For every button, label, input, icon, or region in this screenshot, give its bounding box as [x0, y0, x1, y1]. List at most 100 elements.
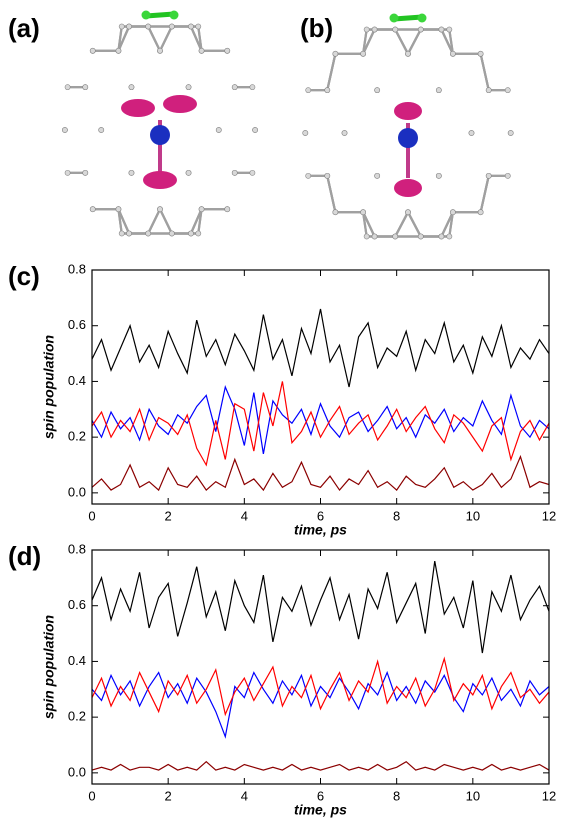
cage-atom: [485, 87, 492, 94]
cage-atom: [485, 172, 492, 179]
cage-atom: [231, 84, 238, 91]
cage-atom: [477, 209, 484, 216]
y-tick-label: 0.4: [68, 653, 86, 668]
cage-atom: [195, 230, 202, 237]
cage-atom: [374, 87, 381, 94]
cage-bond: [159, 26, 173, 52]
data-line: [91, 670, 550, 739]
cage-atom: [435, 87, 442, 94]
cage-bond: [362, 211, 376, 237]
x-tick-label: 4: [241, 508, 248, 523]
cage-atom: [168, 23, 175, 30]
cage-bond: [147, 26, 161, 52]
cage-atom: [145, 230, 152, 237]
x-tick-label: 4: [241, 788, 248, 803]
cage-atom: [435, 172, 442, 179]
cage-atom: [198, 206, 205, 213]
green-atom: [417, 13, 427, 23]
cage-atom: [168, 230, 175, 237]
cage-bond: [362, 212, 368, 237]
cage-atom: [324, 87, 331, 94]
cage-bond: [479, 175, 490, 213]
green-atom: [389, 13, 399, 23]
x-tick-label: 2: [165, 508, 172, 523]
data-line: [91, 656, 550, 717]
cage-bond: [394, 29, 409, 55]
data-line: [91, 454, 550, 492]
cage-bond: [159, 208, 173, 234]
cage-atom: [360, 50, 367, 57]
fullerene-cage: [61, 10, 259, 237]
cage-bond: [117, 208, 131, 234]
cage-bond: [117, 26, 131, 52]
y-tick-label: 0.2: [68, 429, 86, 444]
spin-density: [394, 102, 422, 120]
x-axis-label: time, ps: [294, 802, 347, 818]
cage-atom: [302, 130, 309, 136]
cage-atom: [363, 26, 370, 33]
cage-bond: [197, 209, 203, 234]
cage-bond: [407, 211, 422, 237]
cage-atom: [249, 84, 256, 91]
cage-atom: [477, 50, 484, 57]
cage-atom: [341, 130, 348, 136]
y-tick-label: 0.0: [68, 764, 86, 779]
cage-atom: [324, 172, 331, 179]
cage-bond: [448, 29, 454, 54]
cage-atom: [61, 127, 68, 133]
cage-atom: [249, 169, 256, 176]
x-tick-label: 0: [88, 788, 95, 803]
cage-atom: [504, 172, 511, 179]
cage-atom: [449, 209, 456, 216]
spin-density: [143, 171, 177, 189]
cage-bond: [117, 209, 123, 234]
y-tick-label: 0.6: [68, 317, 86, 332]
cage-atom: [128, 84, 135, 91]
cage-atom: [231, 169, 238, 176]
data-line: [91, 385, 550, 454]
cage-atom: [392, 26, 399, 33]
cage-atom: [145, 23, 152, 30]
cage-atom: [449, 50, 456, 57]
cage-atom: [64, 84, 71, 91]
metal-atom: [150, 125, 170, 145]
cage-bond: [362, 29, 376, 55]
cage-bond: [407, 29, 422, 55]
cage-atom: [417, 26, 424, 33]
cage-atom: [82, 169, 89, 176]
data-line: [91, 381, 550, 467]
cage-bond: [440, 211, 454, 237]
y-axis-label: spin population: [41, 615, 57, 719]
cage-bond: [326, 53, 337, 91]
y-tick-label: 0.8: [68, 261, 86, 276]
cage-bond: [189, 208, 203, 234]
cage-atom: [332, 209, 339, 216]
cage-atom: [188, 23, 194, 30]
plot-frame: [91, 549, 550, 785]
cage-bond: [479, 53, 490, 91]
data-line: [91, 760, 550, 771]
cage-atom: [468, 130, 475, 136]
cage-bond: [362, 29, 368, 54]
cage-atom: [89, 206, 96, 213]
molecule-images: [61, 10, 514, 240]
spin-density: [394, 179, 422, 197]
data-line: [91, 561, 550, 654]
cage-atom: [371, 233, 378, 240]
x-tick-label: 10: [466, 508, 480, 523]
x-tick-label: 8: [393, 788, 400, 803]
cage-atom: [224, 47, 231, 54]
cage-bond: [197, 26, 203, 51]
cage-atom: [198, 47, 205, 54]
y-axis-label: spin population: [41, 335, 57, 439]
cage-atom: [504, 87, 511, 94]
cage-atom: [128, 169, 135, 176]
panel-label: (c): [8, 261, 40, 291]
cage-bond: [147, 208, 161, 234]
cage-bond: [448, 212, 454, 237]
data-line: [91, 308, 550, 388]
x-tick-label: 6: [317, 788, 324, 803]
green-bond: [145, 11, 175, 19]
cage-atom: [118, 230, 125, 237]
cage-atom: [89, 47, 96, 54]
